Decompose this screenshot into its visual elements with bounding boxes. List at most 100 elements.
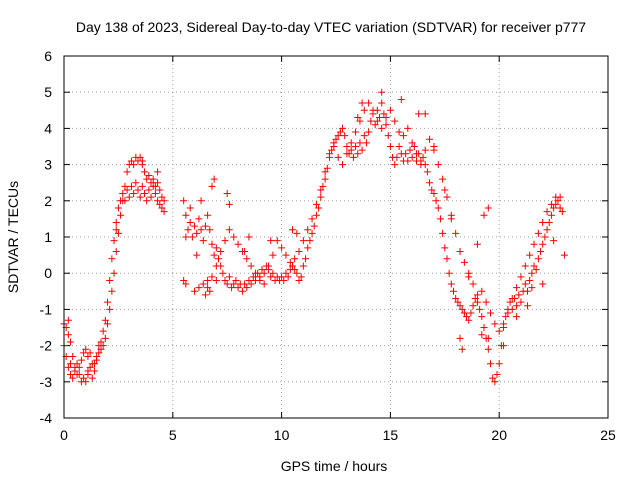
- data-point: [460, 309, 468, 317]
- data-point: [554, 197, 562, 205]
- data-point: [323, 164, 331, 172]
- data-point: [334, 132, 342, 140]
- data-point: [114, 229, 122, 237]
- data-point: [80, 349, 88, 357]
- data-point: [247, 280, 255, 288]
- data-point: [515, 291, 523, 299]
- data-point: [432, 197, 440, 205]
- data-point: [402, 150, 410, 158]
- data-point: [386, 143, 394, 150]
- data-point: [508, 295, 516, 303]
- data-point: [315, 204, 323, 212]
- data-point: [352, 143, 360, 150]
- y-tick-label: -2: [40, 338, 53, 354]
- data-point: [447, 215, 455, 223]
- data-point: [476, 305, 484, 313]
- data-point: [439, 175, 447, 183]
- data-point: [67, 338, 75, 346]
- data-point: [99, 342, 107, 350]
- data-point: [532, 266, 540, 274]
- data-point: [428, 186, 436, 194]
- data-point: [436, 215, 444, 223]
- data-point: [206, 287, 214, 295]
- data-point: [134, 186, 142, 194]
- data-point: [154, 179, 162, 187]
- data-point: [482, 298, 490, 306]
- data-point: [341, 132, 349, 140]
- data-point: [354, 150, 362, 158]
- data-point: [365, 128, 373, 136]
- data-point: [260, 280, 268, 288]
- data-point: [378, 88, 386, 96]
- x-tick-label: 25: [600, 427, 616, 443]
- data-point: [204, 211, 212, 219]
- data-point: [201, 291, 209, 299]
- data-point: [469, 302, 477, 310]
- data-point: [191, 222, 199, 230]
- data-point: [397, 95, 405, 103]
- data-point: [328, 146, 336, 154]
- data-point: [534, 255, 542, 263]
- y-tick-label: -4: [40, 410, 53, 426]
- data-point: [347, 146, 355, 154]
- x-axis-label: GPS time / hours: [281, 458, 388, 474]
- data-point: [299, 237, 307, 245]
- data-point: [304, 226, 312, 234]
- data-point: [123, 186, 131, 194]
- data-point: [550, 204, 558, 212]
- data-point: [225, 273, 233, 281]
- data-point: [330, 143, 338, 150]
- data-point: [319, 182, 327, 190]
- data-point: [197, 197, 205, 205]
- data-point: [343, 150, 351, 158]
- data-point: [404, 157, 412, 165]
- data-point: [286, 258, 294, 266]
- data-point: [293, 229, 301, 237]
- data-point: [206, 226, 214, 234]
- data-point: [517, 298, 525, 306]
- data-point: [467, 309, 475, 317]
- data-point: [373, 117, 381, 125]
- data-point: [495, 327, 503, 335]
- data-point: [151, 190, 159, 198]
- data-point: [199, 280, 207, 288]
- data-point: [426, 179, 434, 187]
- gridlines: [64, 56, 608, 418]
- data-point: [104, 320, 112, 328]
- data-point: [456, 302, 464, 310]
- data-point: [114, 204, 122, 212]
- data-point: [421, 110, 429, 118]
- y-axis-label: SDTVAR / TECUs: [5, 181, 21, 293]
- data-point: [513, 302, 521, 310]
- data-point: [458, 305, 466, 313]
- data-point: [408, 153, 416, 161]
- y-tick-label: 4: [44, 120, 52, 136]
- data-point: [469, 280, 477, 288]
- data-point: [267, 237, 275, 245]
- data-point: [288, 226, 296, 234]
- data-point: [88, 374, 96, 382]
- data-point: [558, 208, 566, 216]
- data-point: [356, 117, 364, 125]
- data-point: [282, 251, 290, 259]
- data-point: [336, 128, 344, 136]
- data-point: [421, 161, 429, 169]
- data-point: [73, 371, 81, 379]
- data-point: [406, 146, 414, 154]
- data-point: [408, 139, 416, 147]
- data-point: [245, 276, 253, 284]
- data-point: [267, 273, 275, 281]
- data-point: [478, 313, 486, 321]
- data-point: [393, 153, 401, 161]
- data-point: [430, 190, 438, 198]
- data-point: [530, 240, 538, 248]
- x-tick-label: 5: [169, 427, 177, 443]
- data-point: [419, 153, 427, 161]
- y-tick-label: 6: [44, 48, 52, 64]
- data-point: [260, 269, 268, 277]
- data-point: [182, 233, 190, 241]
- data-point: [523, 302, 531, 310]
- data-point: [334, 153, 342, 161]
- data-point: [415, 110, 423, 118]
- data-point: [376, 114, 384, 122]
